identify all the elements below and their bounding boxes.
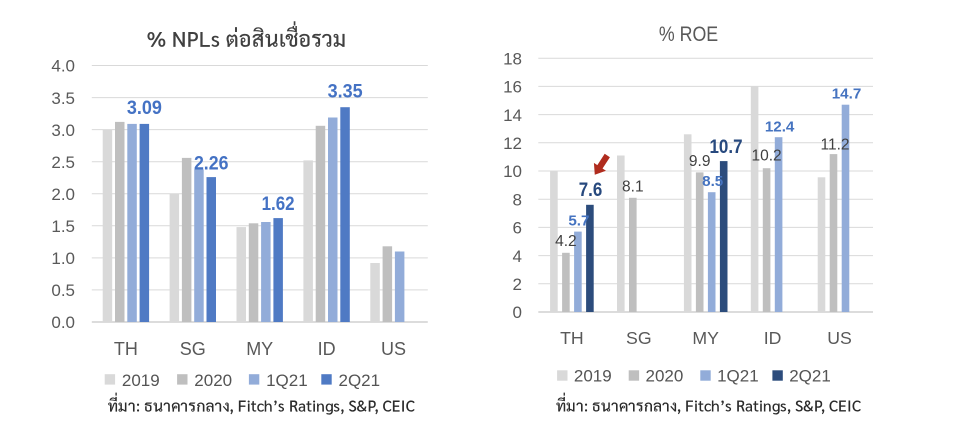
svg-text:2020: 2020	[194, 371, 232, 390]
svg-text:2.26: 2.26	[194, 152, 229, 174]
svg-text:2020: 2020	[646, 367, 684, 386]
svg-text:TH: TH	[114, 339, 138, 359]
svg-text:5.7: 5.7	[568, 213, 589, 230]
svg-text:10.2: 10.2	[752, 148, 782, 165]
svg-text:2: 2	[513, 275, 522, 294]
svg-text:7.6: 7.6	[579, 179, 603, 201]
svg-text:2Q21: 2Q21	[339, 371, 381, 390]
svg-text:16: 16	[503, 78, 522, 97]
svg-text:4.2: 4.2	[555, 233, 577, 250]
svg-text:SG: SG	[626, 328, 652, 348]
svg-text:MY: MY	[692, 328, 719, 348]
svg-text:3.09: 3.09	[127, 97, 162, 119]
svg-text:4.0: 4.0	[51, 57, 75, 76]
svg-text:6: 6	[513, 219, 522, 238]
svg-text:TH: TH	[560, 328, 584, 348]
svg-text:1.62: 1.62	[262, 193, 295, 215]
svg-text:2.0: 2.0	[51, 185, 75, 204]
svg-text:3.0: 3.0	[51, 121, 75, 140]
svg-text:8: 8	[513, 190, 522, 209]
svg-text:2.5: 2.5	[51, 153, 75, 172]
svg-text:12.4: 12.4	[765, 119, 795, 136]
svg-text:MY: MY	[246, 339, 273, 359]
svg-text:US: US	[827, 328, 852, 348]
svg-text:0: 0	[513, 303, 522, 322]
svg-text:ID: ID	[764, 328, 782, 348]
svg-text:11.2: 11.2	[820, 137, 849, 154]
svg-text:2019: 2019	[122, 371, 160, 390]
svg-text:12: 12	[503, 134, 522, 153]
svg-text:1Q21: 1Q21	[266, 371, 308, 390]
svg-text:2019: 2019	[574, 367, 612, 386]
svg-text:0.5: 0.5	[51, 281, 75, 300]
svg-text:3.35: 3.35	[328, 81, 363, 103]
svg-text:18: 18	[503, 49, 522, 68]
svg-text:14.7: 14.7	[832, 85, 862, 102]
svg-text:US: US	[381, 339, 406, 359]
svg-text:SG: SG	[180, 339, 206, 359]
svg-text:8.1: 8.1	[622, 178, 644, 195]
svg-text:1.0: 1.0	[51, 249, 75, 268]
svg-text:ID: ID	[318, 339, 336, 359]
svg-text:0.0: 0.0	[51, 313, 75, 332]
svg-text:8.5: 8.5	[702, 173, 724, 190]
svg-text:9.9: 9.9	[689, 153, 711, 170]
svg-text:1Q21: 1Q21	[717, 367, 759, 386]
svg-text:10.7: 10.7	[710, 136, 743, 158]
svg-text:10: 10	[503, 162, 522, 181]
svg-text:1.5: 1.5	[51, 217, 75, 236]
svg-text:3.5: 3.5	[51, 89, 75, 108]
svg-text:14: 14	[503, 106, 522, 125]
svg-text:% ROE: % ROE	[659, 23, 718, 46]
svg-text:2Q21: 2Q21	[789, 367, 831, 386]
svg-text:4: 4	[513, 247, 522, 266]
